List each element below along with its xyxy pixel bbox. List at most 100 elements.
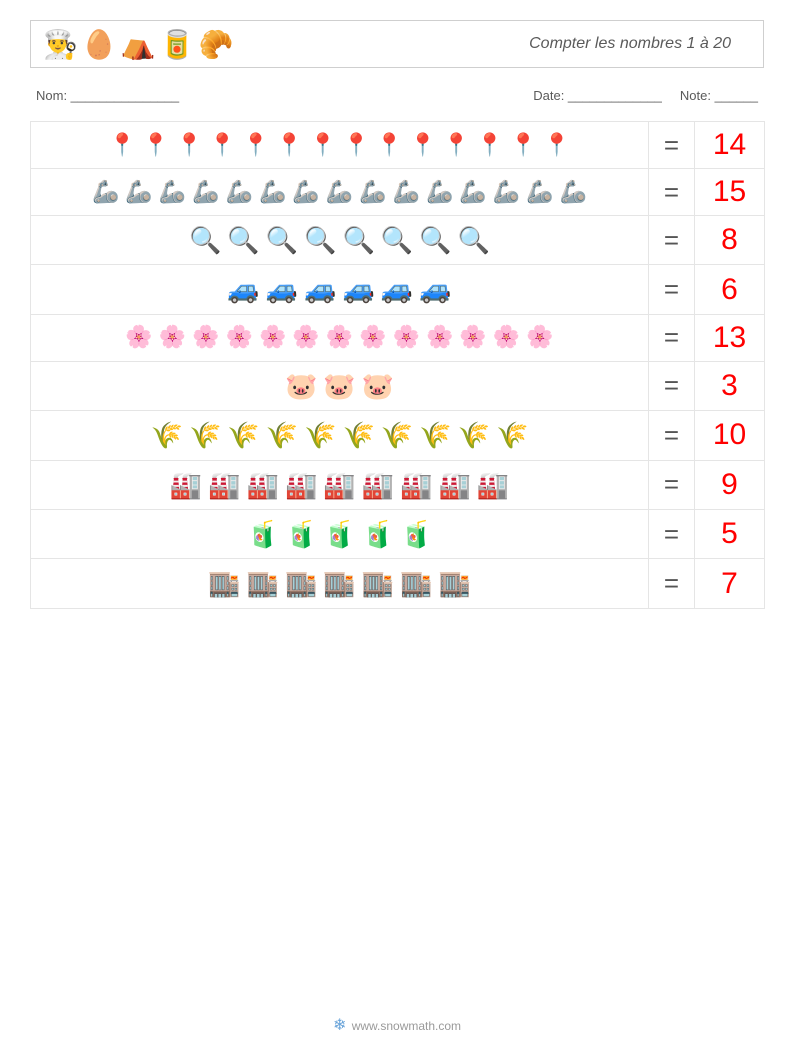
meta-row: Nom: _______________ Date: _____________… xyxy=(30,88,764,103)
object-icon: 🦾 xyxy=(493,177,520,208)
object-icon: 📍 xyxy=(443,130,470,161)
object-icon: 🌸 xyxy=(292,322,319,353)
object-icon: 🌸 xyxy=(359,322,386,353)
header-icon: 👨‍🍳 xyxy=(43,28,78,61)
objects-wrap: 🦾🦾🦾🦾🦾🦾🦾🦾🦾🦾🦾🦾🦾🦾🦾 xyxy=(39,177,640,208)
object-icon: 📍 xyxy=(376,130,403,161)
snowflake-icon: ❄ xyxy=(333,1017,346,1034)
object-icon: 🌸 xyxy=(526,322,553,353)
object-icon: 🦾 xyxy=(226,177,253,208)
name-field: Nom: _______________ xyxy=(36,88,179,103)
answer-cell: 10 xyxy=(695,411,765,460)
answer-cell: 14 xyxy=(695,122,765,169)
object-icon: 🦾 xyxy=(292,177,319,208)
table-row: 🐷🐷🐷=3 xyxy=(31,361,765,410)
answer-cell: 7 xyxy=(695,559,765,608)
equals-cell: = xyxy=(649,122,695,169)
count-objects-cell: 📍📍📍📍📍📍📍📍📍📍📍📍📍📍 xyxy=(31,122,649,169)
object-icon: 🦾 xyxy=(159,177,186,208)
object-icon: 🧃 xyxy=(285,516,317,552)
equals-cell: = xyxy=(649,509,695,558)
object-icon: 📍 xyxy=(409,130,436,161)
object-icon: 🏭 xyxy=(208,467,240,503)
object-icon: 🚙 xyxy=(343,271,375,307)
objects-wrap: 🔍🔍🔍🔍🔍🔍🔍🔍 xyxy=(39,222,640,258)
object-icon: 🌸 xyxy=(125,322,152,353)
count-objects-cell: 🧃🧃🧃🧃🧃 xyxy=(31,509,649,558)
object-icon: 📍 xyxy=(242,130,269,161)
date-field: Date: _____________ xyxy=(533,88,662,103)
object-icon: 🦾 xyxy=(326,177,353,208)
header-icon: 🥚 xyxy=(82,28,117,61)
equals-cell: = xyxy=(649,559,695,608)
object-icon: 🔍 xyxy=(343,222,375,258)
object-icon: 🌸 xyxy=(192,322,219,353)
object-icon: 📍 xyxy=(142,130,169,161)
object-icon: 🌸 xyxy=(326,322,353,353)
object-icon: 🏬 xyxy=(247,565,279,601)
count-objects-cell: 🦾🦾🦾🦾🦾🦾🦾🦾🦾🦾🦾🦾🦾🦾🦾 xyxy=(31,169,649,216)
table-row: 🌸🌸🌸🌸🌸🌸🌸🌸🌸🌸🌸🌸🌸=13 xyxy=(31,314,765,361)
objects-wrap: 📍📍📍📍📍📍📍📍📍📍📍📍📍📍 xyxy=(39,130,640,161)
object-icon: 📍 xyxy=(109,130,136,161)
equals-cell: = xyxy=(649,265,695,314)
objects-wrap: 🚙🚙🚙🚙🚙🚙 xyxy=(39,271,640,307)
object-icon: 🏭 xyxy=(362,467,394,503)
object-icon: 🌾 xyxy=(496,417,528,453)
answer-cell: 3 xyxy=(695,361,765,410)
equals-cell: = xyxy=(649,411,695,460)
object-icon: 🌸 xyxy=(426,322,453,353)
object-icon: 📍 xyxy=(309,130,336,161)
object-icon: 📍 xyxy=(209,130,236,161)
object-icon: 🧃 xyxy=(247,516,279,552)
object-icon: 🏭 xyxy=(400,467,432,503)
object-icon: 📍 xyxy=(343,130,370,161)
footer: ❄ www.snowmath.com xyxy=(0,1015,794,1035)
worksheet-table: 📍📍📍📍📍📍📍📍📍📍📍📍📍📍=14🦾🦾🦾🦾🦾🦾🦾🦾🦾🦾🦾🦾🦾🦾🦾=15🔍🔍🔍🔍🔍… xyxy=(30,121,765,609)
equals-cell: = xyxy=(649,361,695,410)
object-icon: 🦾 xyxy=(459,177,486,208)
table-row: 🦾🦾🦾🦾🦾🦾🦾🦾🦾🦾🦾🦾🦾🦾🦾=15 xyxy=(31,169,765,216)
object-icon: 🚙 xyxy=(419,271,451,307)
object-icon: 🏭 xyxy=(247,467,279,503)
object-icon: 🚙 xyxy=(381,271,413,307)
object-icon: 📍 xyxy=(476,130,503,161)
object-icon: 🌾 xyxy=(458,417,490,453)
count-objects-cell: 🌸🌸🌸🌸🌸🌸🌸🌸🌸🌸🌸🌸🌸 xyxy=(31,314,649,361)
object-icon: 🚙 xyxy=(266,271,298,307)
header-icons: 👨‍🍳🥚⛺🥫🥐 xyxy=(43,28,233,61)
count-objects-cell: 🏬🏬🏬🏬🏬🏬🏬 xyxy=(31,559,649,608)
object-icon: 🏬 xyxy=(323,565,355,601)
object-icon: 🐷 xyxy=(362,368,394,404)
table-row: 🏬🏬🏬🏬🏬🏬🏬=7 xyxy=(31,559,765,608)
object-icon: 🌸 xyxy=(159,322,186,353)
object-icon: 🔍 xyxy=(419,222,451,258)
object-icon: 🏭 xyxy=(438,467,470,503)
object-icon: 🧃 xyxy=(362,516,394,552)
header-icon: ⛺ xyxy=(121,28,156,61)
object-icon: 🏬 xyxy=(362,565,394,601)
object-icon: 🌸 xyxy=(259,322,286,353)
table-row: 🏭🏭🏭🏭🏭🏭🏭🏭🏭=9 xyxy=(31,460,765,509)
objects-wrap: 🌾🌾🌾🌾🌾🌾🌾🌾🌾🌾 xyxy=(39,417,640,453)
object-icon: 🔍 xyxy=(304,222,336,258)
object-icon: 🦾 xyxy=(125,177,152,208)
object-icon: 🏭 xyxy=(170,467,202,503)
object-icon: 🧃 xyxy=(400,516,432,552)
equals-cell: = xyxy=(649,216,695,265)
object-icon: 🧃 xyxy=(323,516,355,552)
object-icon: 🔍 xyxy=(458,222,490,258)
count-objects-cell: 🚙🚙🚙🚙🚙🚙 xyxy=(31,265,649,314)
worksheet-header: 👨‍🍳🥚⛺🥫🥐 Compter les nombres 1 à 20 xyxy=(30,20,764,68)
object-icon: 🏭 xyxy=(477,467,509,503)
worksheet-title: Compter les nombres 1 à 20 xyxy=(529,35,751,53)
object-icon: 🌾 xyxy=(189,417,221,453)
object-icon: 🦾 xyxy=(526,177,553,208)
object-icon: 🌾 xyxy=(151,417,183,453)
object-icon: 📍 xyxy=(510,130,537,161)
count-objects-cell: 🔍🔍🔍🔍🔍🔍🔍🔍 xyxy=(31,216,649,265)
object-icon: 🔍 xyxy=(227,222,259,258)
object-icon: 🌸 xyxy=(393,322,420,353)
table-row: 🚙🚙🚙🚙🚙🚙=6 xyxy=(31,265,765,314)
header-icon: 🥐 xyxy=(199,28,234,61)
